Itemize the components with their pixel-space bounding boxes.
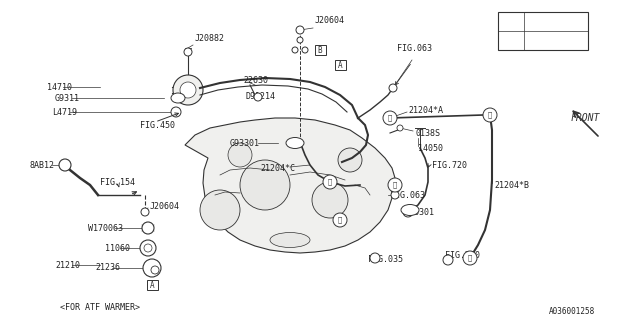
Circle shape (505, 15, 517, 28)
Circle shape (338, 148, 362, 172)
Text: FIG.154: FIG.154 (100, 178, 135, 187)
Ellipse shape (286, 138, 304, 148)
Text: ②: ② (488, 112, 492, 118)
Text: J20604: J20604 (315, 15, 345, 25)
Circle shape (254, 93, 262, 101)
Text: 14710: 14710 (47, 83, 72, 92)
Circle shape (144, 244, 152, 252)
Text: FIG.450: FIG.450 (140, 121, 175, 130)
Bar (498, 12, 588, 50)
Text: G93301: G93301 (405, 207, 435, 217)
Circle shape (333, 213, 347, 227)
Text: 11060: 11060 (105, 244, 130, 252)
Polygon shape (185, 118, 395, 253)
Circle shape (180, 82, 196, 98)
Circle shape (443, 255, 453, 265)
Circle shape (388, 178, 402, 192)
Ellipse shape (401, 204, 419, 215)
Circle shape (140, 240, 156, 256)
Circle shape (59, 159, 71, 171)
Circle shape (302, 47, 308, 53)
Text: A036001258: A036001258 (548, 308, 595, 316)
Text: ②: ② (388, 115, 392, 121)
Ellipse shape (270, 233, 310, 247)
Text: FIG.720: FIG.720 (432, 161, 467, 170)
Circle shape (463, 251, 477, 265)
Circle shape (323, 175, 337, 189)
Text: J20604: J20604 (150, 202, 180, 211)
Circle shape (403, 207, 413, 217)
Text: 0138S: 0138S (415, 129, 440, 138)
Text: ①: ① (509, 18, 513, 25)
Text: FIG.035: FIG.035 (368, 255, 403, 265)
Circle shape (292, 47, 298, 53)
Text: 14050: 14050 (418, 143, 443, 153)
Text: B: B (317, 45, 323, 54)
Text: 22630: 22630 (243, 76, 268, 84)
Text: J20882: J20882 (195, 34, 225, 43)
Text: ②: ② (509, 37, 513, 44)
Circle shape (240, 160, 290, 210)
Text: FIG.720: FIG.720 (445, 251, 480, 260)
Text: 21204*C: 21204*C (260, 164, 295, 172)
Text: A: A (338, 60, 342, 69)
Text: D91214: D91214 (245, 92, 275, 100)
Text: ②: ② (468, 255, 472, 261)
Circle shape (151, 266, 159, 274)
Circle shape (312, 182, 348, 218)
Text: F92604: F92604 (530, 17, 563, 26)
Circle shape (389, 84, 397, 92)
Text: 21236: 21236 (95, 263, 120, 273)
Circle shape (171, 107, 181, 117)
Circle shape (141, 208, 149, 216)
Circle shape (143, 259, 161, 277)
Text: 21204*A: 21204*A (408, 106, 443, 115)
Circle shape (391, 191, 399, 199)
Bar (147, 280, 157, 290)
Bar (314, 45, 326, 55)
Text: G9311: G9311 (55, 93, 80, 102)
Bar (335, 60, 346, 70)
Circle shape (142, 222, 154, 234)
Text: 21210: 21210 (55, 260, 80, 269)
Circle shape (228, 143, 252, 167)
Text: 8AB12: 8AB12 (30, 161, 55, 170)
Text: FIG.063: FIG.063 (390, 190, 425, 199)
Text: 21204*B: 21204*B (494, 180, 529, 189)
Circle shape (483, 108, 497, 122)
Circle shape (297, 37, 303, 43)
Circle shape (200, 190, 240, 230)
Circle shape (184, 48, 192, 56)
Text: ①: ① (338, 217, 342, 223)
Ellipse shape (171, 93, 185, 103)
Circle shape (296, 26, 304, 34)
Text: ①: ① (393, 182, 397, 188)
Text: A: A (150, 281, 154, 290)
Circle shape (383, 111, 397, 125)
Text: L4719: L4719 (52, 108, 77, 116)
Text: ①: ① (328, 179, 332, 185)
Circle shape (173, 75, 203, 105)
Text: W170063: W170063 (88, 223, 123, 233)
Text: FRONT: FRONT (570, 113, 600, 123)
Circle shape (505, 35, 517, 46)
Text: <FOR ATF WARMER>: <FOR ATF WARMER> (60, 303, 140, 313)
Circle shape (370, 253, 380, 263)
Text: 0923S: 0923S (530, 36, 557, 45)
Circle shape (397, 125, 403, 131)
Text: G93301: G93301 (230, 139, 260, 148)
Text: FIG.063: FIG.063 (397, 44, 432, 52)
